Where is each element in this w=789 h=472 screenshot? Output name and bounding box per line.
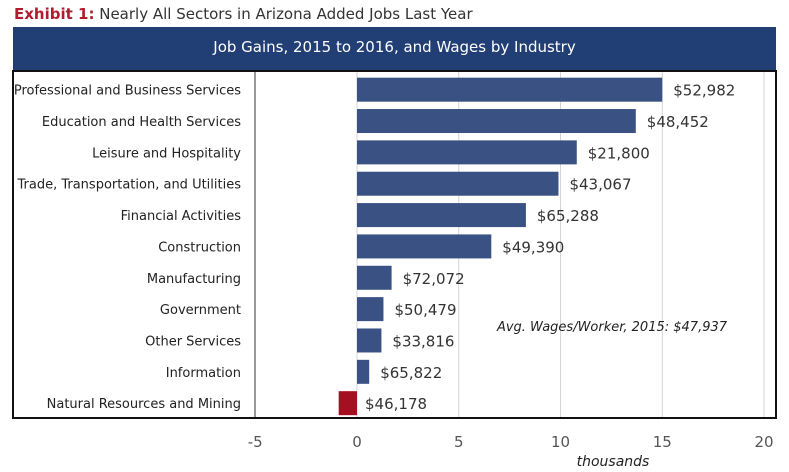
- data-label: $72,072: [403, 270, 465, 288]
- bar: [357, 140, 577, 165]
- data-label: $33,816: [392, 332, 454, 350]
- bar: [338, 391, 357, 416]
- category-label: Other Services: [145, 334, 241, 349]
- bar: [357, 77, 663, 102]
- category-label: Information: [166, 366, 241, 381]
- chart-title: Job Gains, 2015 to 2016, and Wages by In…: [13, 27, 776, 71]
- data-label: $52,982: [673, 82, 735, 100]
- data-label: $50,479: [394, 301, 456, 319]
- x-tick-label: 10: [551, 433, 570, 451]
- category-label: Trade, Transportation, and Utilities: [16, 178, 241, 193]
- data-label: $21,800: [588, 144, 650, 162]
- bar: [357, 234, 492, 259]
- data-label: $48,452: [647, 113, 709, 131]
- category-label: Education and Health Services: [42, 115, 241, 130]
- x-tick-label: 20: [754, 433, 773, 451]
- bar: [357, 171, 559, 196]
- x-tick-label: 5: [454, 433, 464, 451]
- data-label: $65,822: [380, 364, 442, 382]
- exhibit-title-text: Nearly All Sectors in Arizona Added Jobs…: [99, 5, 473, 23]
- category-label: Natural Resources and Mining: [47, 397, 241, 412]
- x-tick-label: -5: [248, 433, 263, 451]
- bar: [357, 109, 636, 134]
- data-label: $46,178: [365, 395, 427, 413]
- bar: [357, 265, 392, 290]
- bar: [357, 359, 370, 384]
- data-label: $49,390: [502, 238, 564, 256]
- x-axis-label: thousands: [577, 454, 650, 470]
- category-label: Government: [160, 303, 241, 318]
- category-label: Manufacturing: [147, 272, 241, 287]
- data-label: $65,288: [537, 207, 599, 225]
- category-label: Leisure and Hospitality: [92, 146, 241, 161]
- category-label: Construction: [158, 240, 241, 255]
- x-tick-label: 15: [653, 433, 672, 451]
- exhibit-label: Exhibit 1:: [14, 5, 95, 23]
- category-label: Financial Activities: [121, 209, 242, 224]
- exhibit-title: Exhibit 1: Nearly All Sectors in Arizona…: [14, 5, 473, 23]
- category-label: Professional and Business Services: [14, 84, 241, 99]
- plot-border: [12, 70, 777, 419]
- bar: [357, 328, 382, 353]
- annotation: Avg. Wages/Worker, 2015: $47,937: [496, 320, 728, 335]
- bar: [357, 297, 384, 322]
- data-label: $43,067: [569, 176, 631, 194]
- bar: [357, 203, 526, 228]
- x-tick-label: 0: [352, 433, 362, 451]
